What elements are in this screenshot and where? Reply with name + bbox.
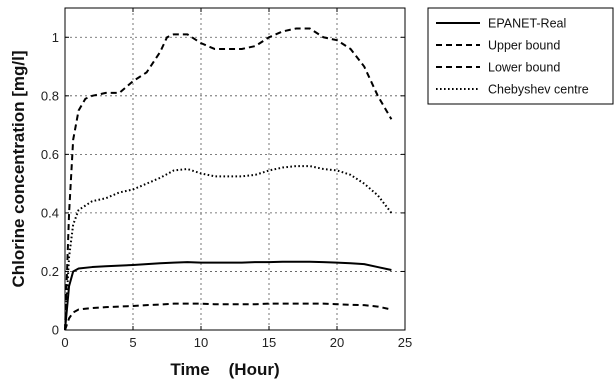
x-tick-label: 20 <box>330 335 344 350</box>
plot-series <box>64 27 393 331</box>
series-line-1 <box>64 260 392 331</box>
plot-frame <box>64 7 406 331</box>
legend-label-3: Lower bound <box>488 61 560 75</box>
legend-label-1: EPANET-Real <box>488 17 566 31</box>
legend-label-2: Upper bound <box>488 39 560 53</box>
y-tick-label: 0.2 <box>41 264 59 279</box>
legend-label-4: Chebyshev centre <box>488 83 589 97</box>
y-tick-label: 1 <box>52 30 59 45</box>
y-tick-label: 0 <box>52 323 59 338</box>
series-line-3 <box>64 302 392 331</box>
x-axis-title: Time (Hour) <box>170 360 279 379</box>
x-tick-label: 0 <box>61 335 68 350</box>
x-tick-label: 10 <box>194 335 208 350</box>
legend: EPANET-Real Upper bound Lower bound Chebysh… <box>427 7 614 105</box>
y-tick-label: 0.6 <box>41 147 59 162</box>
axis-ticks: 0 5 10 15 20 25 0 0.2 0.4 0.6 0.8 1 <box>41 8 412 350</box>
y-tick-label: 0.4 <box>41 205 59 220</box>
grid <box>65 8 405 330</box>
x-tick-label: 5 <box>129 335 136 350</box>
y-tick-label: 0.8 <box>41 88 59 103</box>
x-tick-label: 15 <box>262 335 276 350</box>
x-tick-label: 25 <box>398 335 412 350</box>
y-axis-title: Chlorine concentration [mg/l] <box>9 50 28 287</box>
